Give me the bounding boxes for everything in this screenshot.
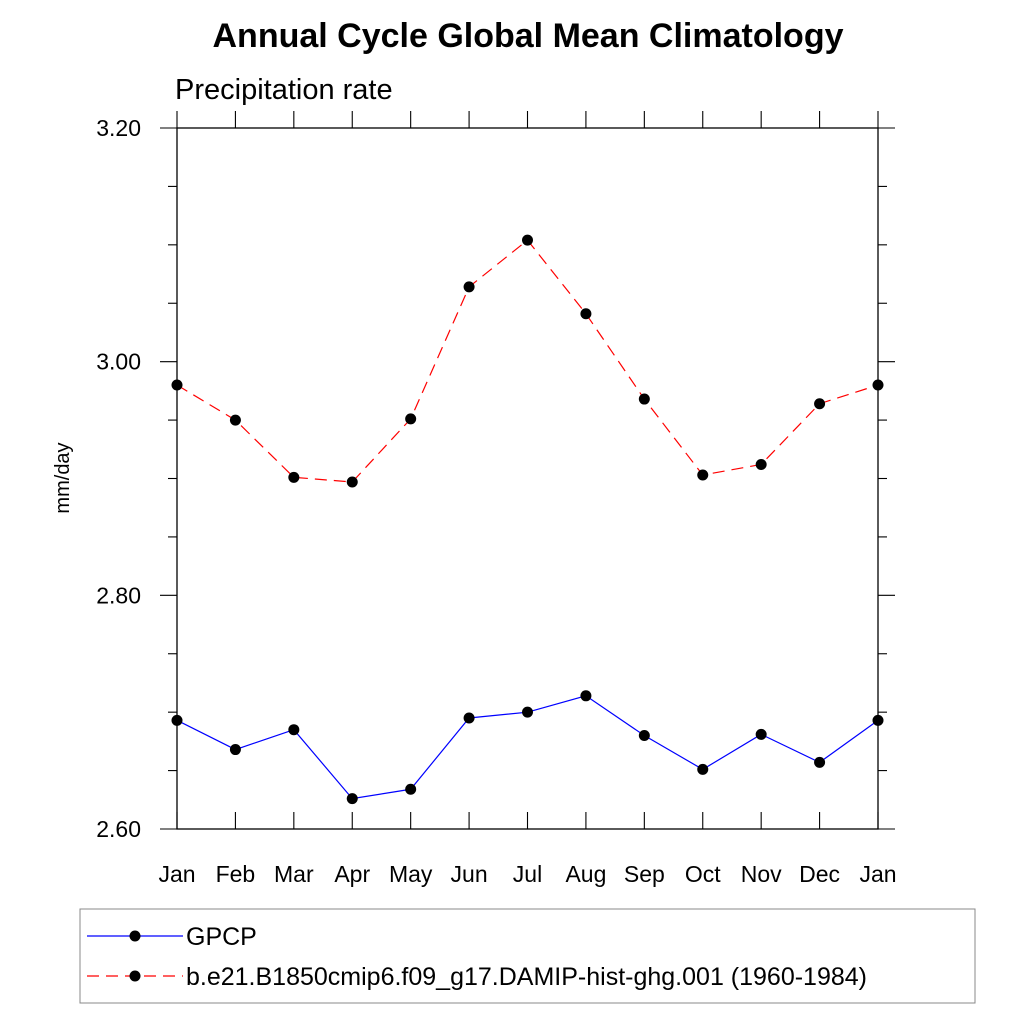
data-point xyxy=(288,724,300,736)
x-tick-label: Jul xyxy=(513,861,542,887)
x-tick-label: Feb xyxy=(216,861,256,887)
data-point xyxy=(522,234,533,246)
x-tick-label: Jan xyxy=(158,861,195,887)
y-axis-label: mm/day xyxy=(52,442,74,513)
data-point xyxy=(872,714,884,726)
plot-border xyxy=(176,127,879,830)
data-point xyxy=(638,393,650,405)
data-point xyxy=(405,413,417,425)
x-tick-label: Jun xyxy=(451,861,488,887)
data-point xyxy=(814,756,826,768)
x-tick-label: Apr xyxy=(334,861,370,887)
data-point xyxy=(580,308,592,320)
legend: GPCP b.e21.B1850cmip6.f09_g17.DAMIP-hist-… xyxy=(87,923,867,991)
series-1 xyxy=(171,234,884,488)
chart-title: Annual Cycle Global Mean Climatology xyxy=(213,17,844,55)
data-point xyxy=(580,690,592,702)
axis-ticks: Jan Feb Mar Apr May Jun Jul Aug Sep Oct Nov Dec Jan 2… xyxy=(96,111,897,887)
x-tick-label: Dec xyxy=(799,861,840,887)
legend-marker xyxy=(129,930,141,942)
data-point xyxy=(872,379,884,391)
data-point xyxy=(405,783,417,795)
legend-entry-0: GPCP xyxy=(87,923,257,951)
data-point xyxy=(755,458,767,470)
x-tick-label: Aug xyxy=(565,861,606,887)
data-point xyxy=(463,281,475,293)
x-tick-label: May xyxy=(389,861,433,887)
x-tick-label: Oct xyxy=(685,861,721,887)
y-tick-label: 3.20 xyxy=(96,115,141,141)
legend-label: b.e21.B1850cmip6.f09_g17.DAMIP-hist-ghg.… xyxy=(186,963,867,991)
series-line xyxy=(176,239,879,483)
legend-label: GPCP xyxy=(186,923,257,951)
y-tick-label: 2.60 xyxy=(96,816,141,842)
x-tick-label: Jan xyxy=(859,861,896,887)
data-point xyxy=(755,728,767,740)
x-tick-label: Sep xyxy=(624,861,665,887)
data-point xyxy=(814,398,826,410)
data-point xyxy=(697,469,709,481)
data-point xyxy=(346,476,358,488)
chart-subtitle: Precipitation rate xyxy=(175,74,393,106)
x-tick-label: Nov xyxy=(741,861,782,887)
data-point xyxy=(346,793,358,805)
plot-frame xyxy=(176,127,879,830)
data-point xyxy=(522,706,533,718)
legend-box xyxy=(79,908,976,1004)
data-point xyxy=(288,471,300,483)
data-point xyxy=(171,714,183,726)
series-layer xyxy=(171,234,884,805)
data-point xyxy=(229,744,241,756)
legend-entry-1: b.e21.B1850cmip6.f09_g17.DAMIP-hist-ghg.… xyxy=(87,963,867,991)
data-point xyxy=(229,414,241,426)
data-point xyxy=(463,712,475,724)
y-tick-label: 2.80 xyxy=(96,582,141,608)
legend-marker xyxy=(129,970,141,982)
data-point xyxy=(697,763,709,775)
data-point xyxy=(638,730,650,742)
series-0 xyxy=(171,690,884,805)
data-point xyxy=(171,379,183,391)
y-tick-label: 3.00 xyxy=(96,349,141,375)
x-tick-label: Mar xyxy=(274,861,314,887)
